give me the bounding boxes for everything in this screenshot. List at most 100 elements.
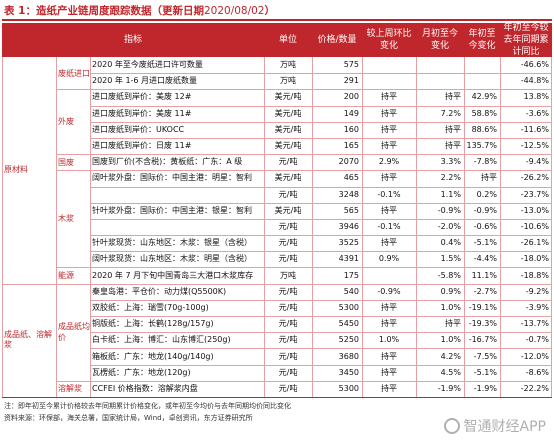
ytd-cell: -16.7%	[468, 335, 497, 345]
row-divider	[90, 186, 552, 188]
price-cell: 465	[343, 173, 359, 183]
header-unit: 单位	[264, 23, 312, 57]
mtd-cell: 1.0%	[440, 335, 461, 345]
price-cell: 149	[343, 108, 359, 118]
price-cell: 4391	[338, 254, 359, 264]
mtd-cell: -0.9%	[437, 205, 461, 215]
unit-cell: 美元/吨	[274, 141, 302, 151]
indicator-cell: 进口废纸到岸价：日废 11#	[92, 141, 192, 151]
ytd-cell: 持平	[481, 173, 497, 183]
data-source: 资料来源：环保部，海关总署，国家统计局，Wind，卓创资讯，东方证券研究所	[4, 414, 253, 422]
wow-cell: 持平	[381, 205, 397, 215]
column-divider	[312, 57, 313, 397]
column-divider	[90, 57, 91, 397]
ytd-cell: -7.5%	[473, 351, 497, 361]
unit-cell: 美元/吨	[274, 173, 302, 183]
ytd-cell: -0.9%	[473, 205, 497, 215]
mtd-cell	[416, 57, 464, 73]
mtd-cell: 1.0%	[440, 302, 461, 312]
category-l2: 溶解浆	[58, 384, 82, 394]
yoy-cell: -10.6%	[520, 221, 549, 231]
yoy-cell: -3.6%	[525, 108, 549, 118]
yoy-cell: -26.2%	[520, 173, 549, 183]
row-divider	[90, 218, 552, 220]
row-divider	[90, 364, 552, 366]
mtd-cell: 0.9%	[440, 286, 461, 296]
subgroup-divider	[56, 154, 552, 156]
table-title: 表 1：造纸产业链周度跟踪数据（更新日期2020/08/02）	[4, 5, 275, 17]
mtd-cell: -1.9%	[437, 383, 461, 393]
indicator-cell: 铜版纸：上海：长鹤(128g/157g)	[92, 319, 214, 329]
mtd-cell: 3.3%	[440, 157, 461, 167]
price-cell: 5300	[338, 302, 359, 312]
indicator-cell: 针叶浆现货：山东地区：木浆：银星（含税）	[92, 238, 252, 248]
wow-cell: -0.1%	[377, 221, 401, 231]
wow-cell: -0.9%	[377, 286, 401, 296]
wow-cell: 0.9%	[378, 254, 400, 264]
yoy-cell: -13.0%	[520, 205, 549, 215]
mtd-cell	[416, 73, 464, 89]
row-divider	[90, 105, 552, 107]
wow-cell: 持平	[381, 92, 397, 102]
wow-cell: 持平	[381, 319, 397, 329]
mtd-cell: 4.5%	[440, 367, 461, 377]
price-cell: 3248	[338, 189, 359, 199]
wow-cell: 持平	[381, 383, 397, 393]
column-divider	[416, 57, 417, 397]
indicator-cell: 2020 年 1-6 月进口废纸数量	[92, 76, 198, 86]
mtd-cell: 4.2%	[440, 351, 461, 361]
ytd-cell	[464, 73, 500, 89]
indicator-cell: 国废到厂价(不含税)：黄板纸：广东：A 级	[92, 157, 243, 167]
yoy-cell: -26.1%	[520, 238, 549, 248]
unit-cell: 元/吨	[278, 189, 298, 199]
price-cell: 540	[343, 286, 359, 296]
unit-cell: 万吨	[280, 60, 296, 70]
row-divider	[90, 332, 552, 334]
mtd-cell: -2.0%	[437, 221, 461, 231]
row-divider	[90, 299, 552, 301]
unit-cell: 元/吨	[278, 254, 298, 264]
ytd-cell: 11.1%	[471, 270, 497, 280]
mtd-cell: 持平	[445, 141, 461, 151]
unit-cell: 元/吨	[278, 335, 298, 345]
ytd-cell	[464, 57, 500, 73]
mtd-cell: 持平	[445, 319, 461, 329]
ytd-cell: -2.7%	[473, 286, 497, 296]
category-l2: 废纸进口	[58, 68, 90, 78]
indicator-cell: CCFEI 价格指数：溶解浆内盘	[92, 383, 198, 393]
category-l1: 原材料	[4, 165, 28, 175]
price-cell: 200	[343, 92, 359, 102]
mtd-cell: 0.4%	[440, 238, 461, 248]
indicator-cell: 白卡纸：上海：博汇：山东博汇(250g)	[92, 335, 231, 345]
column-divider	[362, 57, 363, 397]
price-cell: 175	[343, 270, 359, 280]
header-indicator: 指标	[2, 23, 264, 57]
yoy-cell: -22.2%	[520, 383, 549, 393]
row-divider	[90, 235, 552, 237]
ytd-cell: -19.1%	[468, 302, 497, 312]
yoy-cell: -9.2%	[525, 286, 549, 296]
ytd-cell: -7.8%	[473, 157, 497, 167]
wow-cell	[362, 267, 416, 283]
ytd-cell: 88.6%	[471, 124, 497, 134]
subgroup-divider	[56, 283, 552, 285]
wow-cell: 持平	[381, 351, 397, 361]
column-divider	[551, 57, 552, 397]
wow-cell	[362, 73, 416, 89]
column-divider	[56, 57, 57, 397]
row-divider	[90, 202, 552, 204]
indicator-cell: 进口废纸到岸价：UKOCC	[92, 124, 185, 134]
watermark-logo-icon	[443, 418, 460, 434]
mtd-cell: 持平	[445, 124, 461, 134]
yoy-cell: -23.7%	[520, 189, 549, 199]
indicator-cell: 2020 年 7 月下旬中国青岛三大港口木浆库存	[92, 270, 254, 280]
indicator-cell: 阔叶浆现货：山东地区：木浆：明星（含税）	[92, 254, 252, 264]
indicator-cell: 瓦楞纸：广东：地龙(120g)	[92, 367, 191, 377]
ytd-cell: 42.9%	[471, 92, 497, 102]
ytd-cell: -4.4%	[473, 254, 497, 264]
yoy-cell: -9.4%	[525, 157, 549, 167]
indicator-cell: 双胶纸：上海：瑞雪(70g-100g)	[92, 302, 209, 312]
row-divider	[90, 73, 552, 75]
row-divider	[90, 316, 552, 318]
unit-cell: 元/吨	[278, 302, 298, 312]
